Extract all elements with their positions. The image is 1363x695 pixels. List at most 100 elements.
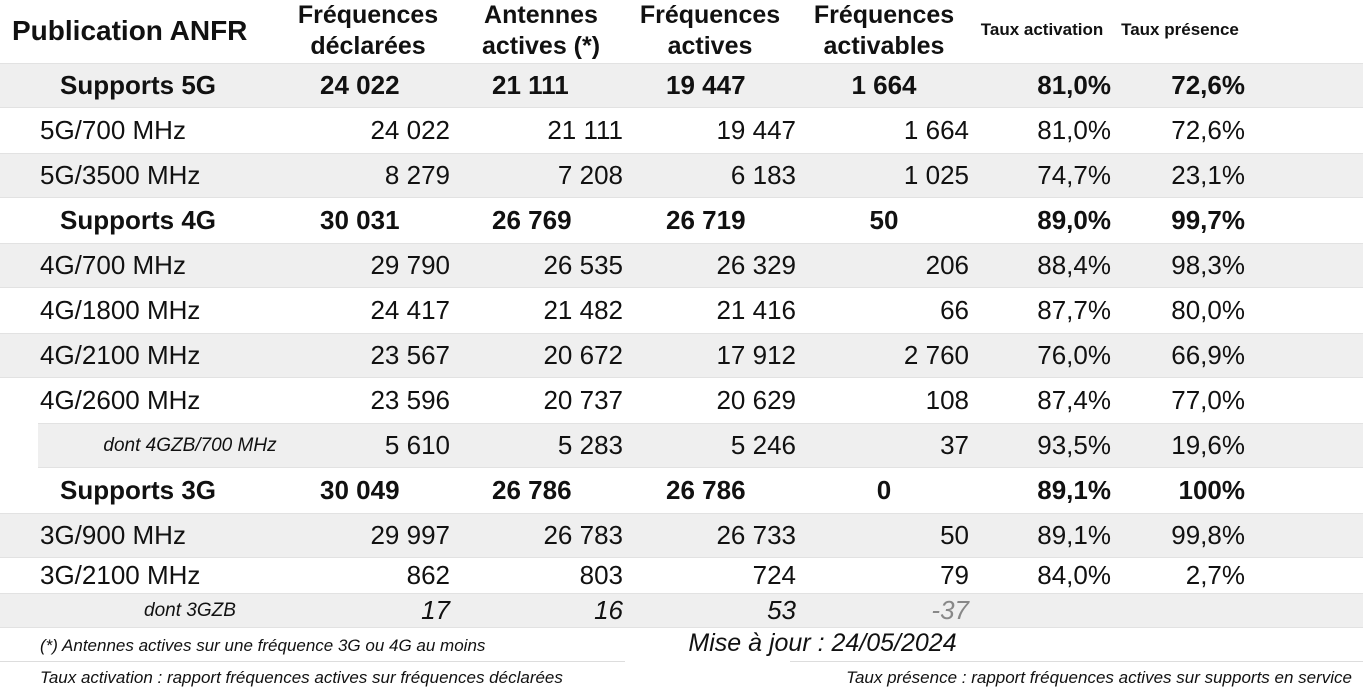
- sub-row-value: 93,5%: [1037, 430, 1111, 460]
- sub-row-value: 16: [594, 595, 623, 625]
- footnote: Taux présence : rapport fréquences activ…: [846, 668, 1352, 687]
- sub-row-value: 53: [767, 595, 796, 625]
- group-value: 100%: [1178, 475, 1246, 505]
- row-value: 6 183: [730, 160, 796, 190]
- row-value: 7 208: [557, 160, 623, 190]
- row-value: 89,1%: [1037, 520, 1111, 550]
- sub-row-label: dont 3GZB: [144, 600, 236, 621]
- group-value: 0: [876, 475, 892, 505]
- row-value: 79: [940, 560, 969, 590]
- row-value: 803: [579, 560, 623, 590]
- column-header: Fréquences actives: [639, 1, 781, 60]
- group-value: 26 719: [666, 205, 746, 235]
- row-value: 77,0%: [1171, 385, 1245, 415]
- row-value: 20 629: [716, 385, 796, 415]
- group-value: 24 022: [320, 70, 400, 100]
- group-value: 19 447: [666, 70, 746, 100]
- row-label: 5G/3500 MHz: [40, 160, 201, 190]
- group-value: 72,6%: [1171, 70, 1245, 100]
- sub-row-value: 19,6%: [1171, 430, 1245, 460]
- group-value: 89,1%: [1037, 475, 1111, 505]
- row-value: 26 733: [716, 520, 796, 550]
- row-value: 1 025: [903, 160, 969, 190]
- footnote: (*) Antennes actives sur une fréquence 3…: [40, 636, 486, 655]
- row-label: 3G/2100 MHz: [40, 560, 201, 590]
- row-value: 24 417: [370, 295, 450, 325]
- row-value: 2,7%: [1185, 560, 1245, 590]
- group-value: 81,0%: [1037, 70, 1111, 100]
- row-value: 20 737: [543, 385, 623, 415]
- row-value: 80,0%: [1171, 295, 1245, 325]
- row-value: 23,1%: [1171, 160, 1245, 190]
- title: Publication ANFR: [12, 15, 248, 46]
- row-value: 21 482: [543, 295, 623, 325]
- sub-row-value: 5 610: [384, 430, 450, 460]
- row-value: 50: [940, 520, 969, 550]
- column-header: Fréquences activables: [813, 1, 955, 60]
- row-label: 4G/1800 MHz: [40, 295, 201, 325]
- row-value: 724: [752, 560, 796, 590]
- row-background: [38, 423, 1363, 468]
- row-label: 4G/2600 MHz: [40, 385, 201, 415]
- group-value: 26 786: [666, 475, 746, 505]
- row-value: 23 596: [370, 385, 450, 415]
- separator: [0, 661, 625, 662]
- group-value: 26 786: [492, 475, 572, 505]
- sub-row-label: dont 4GZB/700 MHz: [103, 435, 277, 456]
- row-value: 206: [925, 250, 969, 280]
- row-value: 1 664: [903, 115, 969, 145]
- row-value: 108: [925, 385, 969, 415]
- row-value: 81,0%: [1037, 115, 1111, 145]
- row-value: 26 329: [716, 250, 796, 280]
- group-value: 89,0%: [1037, 205, 1111, 235]
- separator: [790, 661, 1363, 662]
- row-value: 87,4%: [1037, 385, 1111, 415]
- row-value: 26 535: [543, 250, 623, 280]
- sub-row-value: 5 283: [557, 430, 623, 460]
- row-background: [0, 243, 1363, 288]
- group-value: 1 664: [851, 70, 917, 100]
- group-label: Supports 5G: [60, 70, 217, 100]
- footnote: Taux activation : rapport fréquences act…: [40, 668, 563, 687]
- row-value: 29 997: [370, 520, 450, 550]
- row-value: 84,0%: [1037, 560, 1111, 590]
- column-header: Fréquences déclarées: [297, 1, 439, 60]
- row-value: 72,6%: [1171, 115, 1245, 145]
- row-label: 4G/2100 MHz: [40, 340, 201, 370]
- row-background: [0, 513, 1363, 558]
- row-label: 4G/700 MHz: [40, 250, 186, 280]
- row-label: 5G/700 MHz: [40, 115, 186, 145]
- group-value: 21 111: [492, 70, 569, 100]
- row-value: 29 790: [370, 250, 450, 280]
- sub-row-value: 5 246: [730, 430, 796, 460]
- group-label: Supports 3G: [60, 475, 217, 505]
- row-value: 87,7%: [1037, 295, 1111, 325]
- group-label: Supports 4G: [60, 205, 217, 235]
- row-value: 21 111: [547, 115, 623, 145]
- group-value: 99,7%: [1171, 205, 1245, 235]
- row-value: 98,3%: [1171, 250, 1245, 280]
- group-value: 30 031: [320, 205, 400, 235]
- group-value: 30 049: [320, 475, 400, 505]
- sub-row-value: 37: [940, 430, 969, 460]
- row-value: 20 672: [543, 340, 623, 370]
- row-background: [0, 333, 1363, 378]
- sub-row-value: 17: [421, 595, 450, 625]
- row-value: 66,9%: [1171, 340, 1245, 370]
- row-value: 2 760: [903, 340, 969, 370]
- update-date: Mise à jour : 24/05/2024: [688, 629, 957, 657]
- column-header: Taux présence: [1121, 20, 1239, 39]
- row-background: [0, 593, 1363, 628]
- row-label: 3G/900 MHz: [40, 520, 186, 550]
- sub-row-value: -37: [931, 595, 969, 625]
- group-value: 26 769: [492, 205, 572, 235]
- row-value: 99,8%: [1171, 520, 1245, 550]
- row-value: 862: [406, 560, 450, 590]
- row-value: 21 416: [716, 295, 796, 325]
- row-value: 8 279: [384, 160, 450, 190]
- row-value: 17 912: [716, 340, 796, 370]
- column-header: Taux activation: [980, 20, 1104, 39]
- row-background: [0, 153, 1363, 198]
- row-value: 24 022: [370, 115, 450, 145]
